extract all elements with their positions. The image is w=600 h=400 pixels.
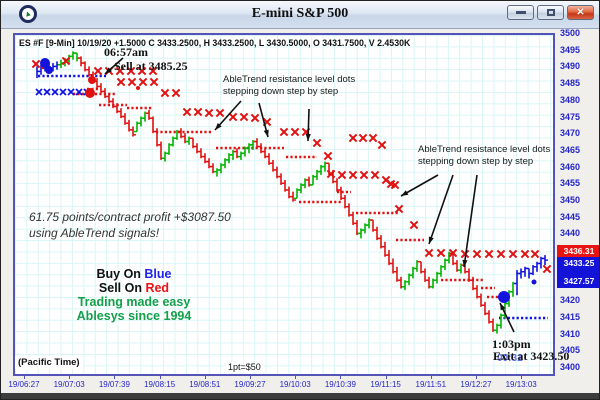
watermark-sell-line: Sell On Red — [54, 281, 214, 295]
buy-on-text: Buy On — [96, 267, 145, 281]
sell-signal-price: Sell at 3485.25 — [114, 59, 188, 73]
x-axis-tick — [521, 374, 523, 379]
x-axis-label: 19/10:03 — [279, 380, 311, 389]
price-marker-box: 3436.31 — [557, 245, 599, 257]
x-axis-tick — [69, 374, 71, 379]
window-bottom-edge — [1, 393, 599, 399]
resistance-note-2-line2: stepping down step by step — [418, 155, 534, 167]
minimize-icon — [515, 11, 526, 14]
y-axis-label: 3420 — [560, 295, 581, 306]
x-axis-tick — [114, 374, 116, 379]
price-marker-box: 3433.25 — [557, 257, 599, 269]
resistance-note-1-line1: AbleTrend resistance level dots — [223, 74, 356, 85]
profit-note-line2: using AbleTrend signals! — [29, 226, 160, 240]
y-axis-label: 3470 — [560, 128, 581, 139]
window-title: E-mini S&P 500 — [251, 6, 349, 21]
watermark-buy-line: Buy On Blue — [54, 267, 214, 281]
resistance-note-1-line2: stepping down step by step — [223, 85, 339, 97]
x-axis-label: 19/08:51 — [189, 380, 221, 389]
quote-line: ES #F [9-Min] 10/19/20 +1.5000 C 3433.25… — [19, 38, 411, 48]
x-axis-label: 19/07:03 — [53, 380, 85, 389]
minimize-button[interactable] — [507, 5, 534, 20]
x-axis-tick — [295, 374, 297, 379]
y-axis-label: 3500 — [560, 28, 581, 38]
y-axis-label: 3415 — [560, 311, 581, 322]
x-axis-tick — [204, 374, 206, 379]
x-axis-label: 19/09:27 — [234, 380, 266, 389]
timezone-label: (Pacific Time) — [15, 356, 83, 369]
exit-signal-price: Exit at 3423.50 — [493, 349, 570, 363]
x-axis-tick — [340, 374, 342, 379]
x-axis-label: 19/11:15 — [370, 380, 401, 389]
price-marker-box — [557, 269, 599, 275]
maximize-icon — [546, 9, 555, 16]
x-axis-label: 19/11:51 — [415, 380, 447, 389]
y-axis-label: 3400 — [560, 362, 581, 372]
close-icon: ✕ — [576, 6, 585, 18]
maximize-button[interactable] — [537, 5, 564, 20]
x-axis-label: 19/10:39 — [324, 380, 356, 389]
x-axis-label: 19/13:03 — [505, 380, 537, 389]
x-axis-label: 19/08:15 — [144, 380, 176, 389]
profit-note-line1: 61.75 points/contract profit +$3087.50 — [29, 210, 231, 224]
price-marker-box: 3427.57 — [557, 275, 599, 288]
x-axis-label: 19/12:27 — [460, 380, 492, 389]
y-axis-label: 3460 — [560, 161, 581, 172]
x-axis-tick — [430, 374, 432, 379]
exit-signal-time: 1:03pm — [492, 337, 531, 351]
sell-on-text: Sell On — [98, 281, 146, 295]
brand-watermark: Buy On Blue Sell On Red Trading made eas… — [54, 267, 214, 323]
red-word: Red — [145, 281, 170, 295]
y-axis-label: 3475 — [560, 111, 581, 122]
x-axis-tick — [476, 374, 477, 379]
x-axis-label: 19/06:27 — [8, 380, 40, 389]
y-axis-label: 3450 — [560, 195, 581, 205]
x-axis-tick — [159, 374, 161, 379]
y-axis-label: 3405 — [560, 345, 581, 356]
resistance-note-2-line1: AbleTrend resistance level dots — [418, 144, 551, 155]
y-axis-label: 3410 — [560, 328, 581, 339]
x-axis-label: 19/07:39 — [98, 380, 130, 389]
watermark-since: Ablesys since 1994 — [76, 309, 192, 323]
resistance-note-1: AbleTrend resistance level dots stepping… — [223, 74, 355, 97]
y-axis-label: 3490 — [560, 61, 581, 72]
ablesys-logo-icon: ▲ — [19, 5, 37, 23]
y-axis-label: 3440 — [560, 228, 581, 239]
watermark-tagline: Trading made easy — [77, 295, 191, 309]
close-button[interactable]: ✕ — [567, 5, 594, 20]
blue-word: Blue — [144, 267, 172, 281]
sell-signal-time: 06:57am — [104, 45, 148, 59]
profit-note: 61.75 points/contract profit +$3087.50 u… — [29, 209, 231, 241]
y-axis-label: 3455 — [560, 178, 581, 189]
window-controls: ✕ — [507, 5, 594, 20]
x-axis-tick — [250, 374, 251, 379]
y-axis-label: 3495 — [560, 44, 581, 55]
resistance-note-2: AbleTrend resistance level dots stepping… — [418, 144, 550, 167]
x-axis-tick — [385, 374, 387, 379]
x-axis-tick — [24, 374, 25, 379]
title-bar[interactable]: ▲ E-mini S&P 500 ✕ — [1, 1, 599, 29]
y-axis-label: 3480 — [560, 94, 581, 105]
point-value-label: 1pt=$50 — [226, 362, 263, 372]
y-axis-label: 3485 — [560, 78, 581, 89]
y-axis-label: 3445 — [560, 211, 581, 222]
y-axis-label: 3465 — [560, 144, 581, 155]
hidden-blue-label: 00:31 — [497, 353, 523, 364]
